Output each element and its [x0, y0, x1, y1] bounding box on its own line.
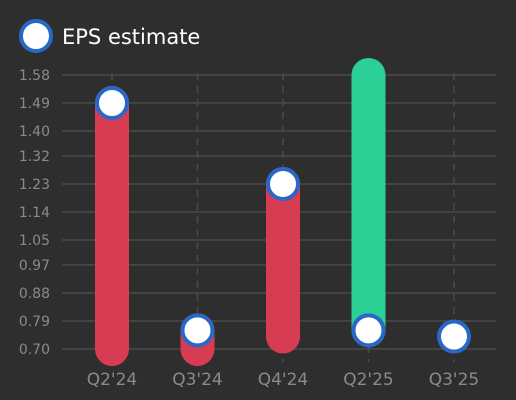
- x-tick-label: Q4'24: [258, 370, 309, 390]
- y-tick-label: 1.23: [19, 177, 50, 193]
- y-tick-label: 0.70: [19, 342, 50, 358]
- range-bar: [95, 86, 129, 366]
- y-tick-label: 1.14: [19, 205, 50, 221]
- y-tick-label: 1.40: [19, 124, 50, 140]
- x-tick-label: Q2'25: [343, 370, 394, 390]
- x-tick-label: Q3'25: [429, 370, 480, 390]
- y-axis: 0.70 0.79 0.88 0.97 1.05 1.14 1.23 1.32 1.40 1.49…: [19, 68, 50, 358]
- eps-estimate-marker: [180, 313, 215, 348]
- range-bar: [351, 58, 386, 348]
- range-bar: [266, 166, 300, 354]
- y-tick-label: 0.97: [19, 258, 50, 274]
- eps-estimate-marker: [95, 86, 129, 121]
- eps-estimate-marker: [266, 166, 300, 201]
- y-tick-label: 1.05: [19, 233, 50, 249]
- legend: EPS estimate: [19, 19, 200, 53]
- eps-markers: [95, 86, 471, 354]
- x-axis: Q2'24 Q3'24 Q4'24 Q2'25 Q3'25: [87, 370, 480, 390]
- legend-marker-icon: [19, 19, 53, 53]
- eps-estimate-marker: [437, 319, 471, 354]
- x-tick-label: Q3'24: [172, 370, 223, 390]
- y-tick-label: 1.49: [19, 96, 50, 112]
- y-tick-label: 0.79: [19, 314, 50, 330]
- legend-label: EPS estimate: [62, 25, 200, 49]
- y-tick-label: 1.58: [19, 68, 50, 84]
- y-tick-label: 0.88: [19, 286, 50, 302]
- x-tick-label: Q2'24: [87, 370, 138, 390]
- eps-estimate-marker: [351, 313, 386, 348]
- y-tick-label: 1.32: [19, 149, 50, 165]
